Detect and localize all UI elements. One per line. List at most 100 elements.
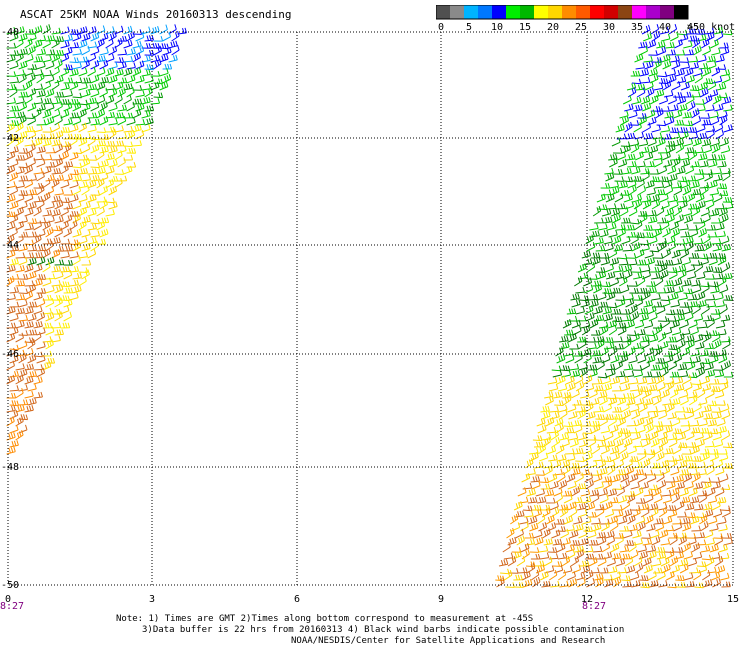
wind-barb xyxy=(597,270,607,280)
wind-barb xyxy=(720,145,731,154)
wind-barb xyxy=(675,49,685,56)
wind-barb xyxy=(78,26,88,35)
wind-barb xyxy=(572,419,583,427)
color-scale-tick-label: 20 xyxy=(547,22,559,33)
wind-barb xyxy=(630,384,640,392)
wind-barb xyxy=(714,292,724,301)
wind-barb xyxy=(662,398,672,406)
wind-barb xyxy=(632,175,642,182)
wind-barb xyxy=(568,578,578,588)
wind-barb xyxy=(674,119,685,126)
wind-barb xyxy=(699,330,709,337)
wind-barb xyxy=(681,257,691,266)
wind-barb xyxy=(577,336,587,343)
wind-barb xyxy=(625,490,636,497)
wind-barb xyxy=(694,503,704,511)
wind-barb xyxy=(638,472,648,483)
wind-barb xyxy=(72,162,82,169)
wind-barb xyxy=(36,171,45,182)
wind-barb xyxy=(642,122,651,133)
wind-barb xyxy=(684,67,694,77)
wind-barb xyxy=(715,54,725,63)
wind-barb xyxy=(636,515,646,525)
wind-barb xyxy=(687,294,697,301)
wind-barb xyxy=(563,493,573,504)
wind-barb xyxy=(51,177,60,189)
wind-barb xyxy=(649,430,659,441)
wind-barb xyxy=(539,477,550,484)
wind-barb xyxy=(619,545,630,553)
wind-barb xyxy=(635,62,645,70)
wind-barb xyxy=(594,406,604,413)
wind-barb xyxy=(585,570,594,581)
wind-barb xyxy=(634,131,644,140)
wind-barb xyxy=(675,332,685,343)
wind-barb xyxy=(716,154,726,161)
wind-barb xyxy=(646,450,656,462)
wind-barb xyxy=(9,385,19,392)
wind-barb xyxy=(587,530,597,539)
wind-barb xyxy=(516,556,526,567)
wind-barb xyxy=(703,579,713,588)
wind-barb xyxy=(123,125,133,133)
wind-barb xyxy=(27,338,36,350)
wind-barb xyxy=(713,174,723,182)
wind-barb xyxy=(594,217,604,224)
wind-barb xyxy=(721,262,731,273)
wind-barb xyxy=(682,542,691,553)
wind-barb xyxy=(711,481,721,490)
wind-barb xyxy=(719,114,728,126)
wind-barb xyxy=(33,264,43,273)
wind-barb xyxy=(565,375,575,385)
wind-barb xyxy=(716,82,727,91)
wind-barb xyxy=(649,503,659,511)
wind-barb xyxy=(640,411,650,420)
wind-barb xyxy=(722,339,731,350)
wind-barb xyxy=(588,556,598,567)
wind-barb xyxy=(15,374,24,385)
color-scale-box xyxy=(590,5,604,19)
wind-barb xyxy=(72,200,82,210)
wind-barb xyxy=(570,462,580,469)
wind-barb xyxy=(721,74,731,84)
wind-barb xyxy=(533,508,543,518)
wind-barb xyxy=(637,448,647,455)
wind-barb xyxy=(36,158,46,168)
wind-barb xyxy=(45,60,55,70)
wind-barb xyxy=(60,26,70,35)
wind-barb xyxy=(587,364,598,371)
wind-barb xyxy=(108,201,118,210)
wind-barb xyxy=(616,298,626,308)
wind-barb xyxy=(670,55,680,63)
wind-barb xyxy=(702,144,713,154)
wind-barb xyxy=(99,199,108,210)
wind-barb xyxy=(15,404,25,413)
wind-barb xyxy=(6,333,16,343)
wind-barb xyxy=(87,194,97,203)
wind-barb xyxy=(105,140,116,147)
wind-barb xyxy=(24,347,34,357)
wind-barb xyxy=(613,336,623,343)
wind-barb xyxy=(661,317,670,329)
wind-barb xyxy=(718,276,727,287)
wind-barb xyxy=(575,306,585,315)
wind-barb xyxy=(630,234,639,245)
wind-barb xyxy=(654,89,665,98)
wind-barb xyxy=(36,119,47,126)
wind-barb xyxy=(162,47,172,56)
wind-barb xyxy=(719,213,729,224)
wind-barb xyxy=(692,37,701,49)
wind-barb xyxy=(521,548,530,560)
wind-barb xyxy=(655,108,664,119)
wind-barb xyxy=(105,95,115,105)
wind-barb xyxy=(692,551,703,560)
wind-barb xyxy=(605,193,615,203)
wind-barb xyxy=(525,538,536,546)
wind-barb xyxy=(575,286,585,294)
wind-barb xyxy=(660,125,671,133)
wind-barb xyxy=(33,167,43,175)
wind-barb xyxy=(622,167,632,175)
wind-barb xyxy=(606,291,616,301)
wind-barb xyxy=(533,529,543,539)
wind-barb xyxy=(678,559,689,567)
